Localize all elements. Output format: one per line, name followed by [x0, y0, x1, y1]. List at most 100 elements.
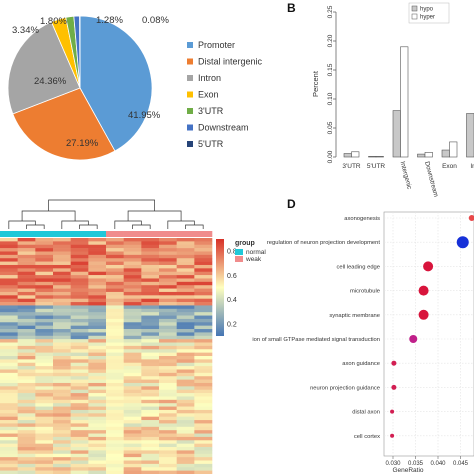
dot-plot-frame [383, 211, 474, 457]
bar-y-tick-label-3: 0.15 [327, 63, 334, 76]
pie-legend-label-6: 5'UTR [198, 139, 224, 149]
heatmap-dendrogram [8, 199, 204, 229]
heatmap-group-cell-0 [0, 231, 18, 237]
dot-point-0 [468, 215, 474, 221]
heatmap-legend-label-1: weak [245, 256, 262, 263]
heatmap-group-cell-9 [159, 231, 177, 237]
pie-legend-swatch-0 [187, 42, 193, 48]
pie-value-label-3: 3.34% [12, 25, 39, 36]
bar-y-tick-label-5: 0.25 [327, 5, 334, 18]
dot-point-4 [418, 309, 429, 320]
bar-1-0 [368, 156, 377, 158]
pie-value-label-1: 27.19% [66, 138, 99, 149]
dot-plot: 0.030 0.035 0.040 0.045 GeneRatio axonogenesi… [252, 211, 474, 474]
dot-category-label-8: distal axon [352, 410, 380, 416]
heatmap-colorbar-tick-1: 0.6 [227, 273, 237, 280]
heatmap-legend-swatch-0 [235, 249, 243, 255]
pie-value-label-2: 24.36% [34, 76, 67, 87]
bar-category-label-3: Downstream [423, 161, 439, 198]
pie-legend-swatch-6 [187, 141, 193, 147]
dot-category-label-5: ion of small GTPase mediated signal tran… [252, 337, 380, 343]
pie-value-label-5: 1.28% [96, 15, 123, 26]
bar-category-label-1: 5'UTR [367, 163, 386, 170]
heatmap-group-cell-10 [176, 231, 195, 237]
pie-legend-label-5: Downstream [198, 123, 249, 133]
bar-legend-label-0: hypo [420, 7, 434, 13]
dot-point-6 [391, 360, 397, 366]
pie-legend-swatch-5 [187, 124, 193, 131]
dot-category-label-1: regulation of neuron projection developm… [267, 240, 381, 246]
heatmap-legend-title: group [235, 240, 255, 247]
bar-4-1 [449, 141, 458, 158]
heatmap-group-cell-3 [53, 231, 71, 237]
dot-category-label-0: axonogenesis [344, 216, 380, 222]
dot-point-8 [390, 409, 395, 414]
dot-point-2 [423, 261, 434, 272]
bar-0-1 [351, 151, 360, 158]
dot-category-label-2: cell leading edge [336, 264, 380, 270]
pie-legend-label-4: 3'UTR [198, 106, 224, 116]
pie-value-label-4: 1.80% [40, 16, 67, 27]
pie-value-label-6: 0.08% [142, 15, 169, 26]
dot-point-3 [418, 285, 429, 296]
dot-category-label-6: axon guidance [342, 361, 380, 367]
heatmap-group-cell-2 [35, 231, 54, 237]
heatmap-group-cell-5 [88, 231, 107, 237]
bar-legend-swatch-0 [411, 5, 418, 12]
dot-category-label-3: microtubule [350, 289, 380, 295]
bar-category-label-5: Int [470, 163, 474, 170]
dot-x-tick-label-0: 0.030 [385, 461, 401, 467]
heatmap-legend-swatch-1 [235, 256, 243, 262]
heatmap-colorbar-tick-0: 0.8 [227, 249, 237, 256]
pie-legend: Promoter Distal intergenic Intron Exon 3'UTR… [187, 40, 263, 149]
bar-y-tick-label-2: 0.10 [327, 92, 334, 105]
pie-legend-label-0: Promoter [198, 40, 235, 50]
heatmap-colorbar-tick-3: 0.2 [227, 321, 237, 328]
pie-slice-0 [79, 15, 153, 152]
heatmap-group-cell-8 [141, 231, 160, 237]
pie-legend-swatch-3 [187, 91, 193, 98]
bar-category-label-2: Intergenic [399, 161, 413, 191]
bar-3-1 [424, 152, 433, 158]
bar-2-1 [400, 46, 409, 158]
pie-legend-swatch-1 [187, 58, 193, 65]
dot-x-tick-label-2: 0.040 [430, 461, 446, 467]
pie-legend-label-3: Exon [198, 90, 219, 100]
bar-y-axis-title: Percent [311, 70, 320, 97]
bar-2-0 [392, 110, 401, 158]
bar-3-0 [417, 153, 426, 158]
pie-legend-label-2: Intron [198, 73, 221, 83]
pie-legend-label-1: Distal intergenic [198, 57, 263, 67]
panel-label-b: B [287, 1, 296, 15]
heatmap-group-cell-4 [70, 231, 89, 237]
heatmap-colorbar [216, 239, 224, 336]
pie-legend-swatch-4 [187, 108, 193, 114]
heatmap-group-cell-11 [194, 231, 213, 237]
bar-0-0 [343, 153, 352, 158]
dot-category-label-7: neuron projection guidance [310, 385, 380, 391]
dot-x-tick-label-3: 0.045 [453, 461, 469, 467]
bar-y-tick-label-4: 0.20 [327, 34, 334, 47]
dot-category-label-4: synaptic membrane [329, 313, 380, 319]
pie-value-label-0: 41.95% [128, 110, 161, 121]
bar-4-0 [441, 149, 450, 158]
dot-point-7 [391, 384, 397, 390]
panel-label-d: D [287, 197, 296, 211]
bar-legend-label-1: hyper [420, 15, 435, 21]
dot-category-label-9: cell cortex [354, 434, 380, 440]
bar-category-label-4: Exon [442, 163, 457, 170]
bar-5-0 [466, 113, 474, 158]
heatmap-group-cell-7 [123, 231, 142, 237]
heatmap-cells [0, 238, 213, 474]
dot-point-9 [390, 433, 395, 438]
bar-category-label-0: 3'UTR [342, 163, 361, 170]
pie-slice-1 [12, 87, 116, 161]
heatmap-colorbar-tick-2: 0.4 [227, 297, 237, 304]
heatmap-group-cell-1 [17, 231, 36, 237]
dot-point-5 [409, 335, 418, 343]
bar-legend-box [408, 2, 450, 24]
bar-chart: 0.00 0.05 0.10 0.15 0.20 0.25 Percent 3'UTR 5'UT… [311, 2, 474, 198]
heatmap-legend-label-0: normal [246, 249, 266, 256]
